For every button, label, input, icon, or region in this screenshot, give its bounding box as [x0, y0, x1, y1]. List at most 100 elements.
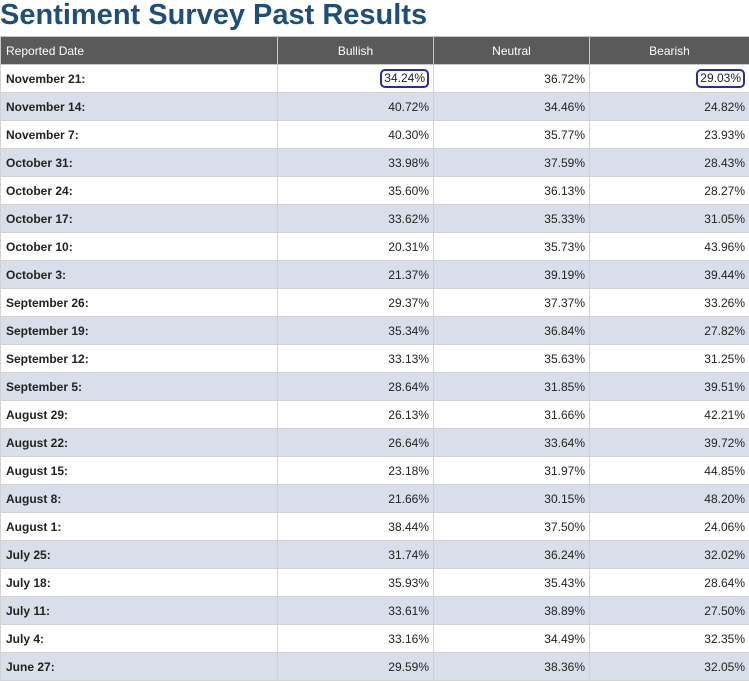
bearish-cell: 39.44%: [590, 261, 749, 289]
table-row: October 17:33.62%35.33%31.05%: [1, 205, 749, 233]
reported-date-cell: July 11:: [1, 597, 278, 625]
bullish-cell: 23.18%: [278, 457, 434, 485]
neutral-cell: 34.46%: [434, 93, 590, 121]
neutral-cell: 31.97%: [434, 457, 590, 485]
page-title: Sentiment Survey Past Results: [0, 0, 427, 35]
bullish-cell: 33.16%: [278, 625, 434, 653]
bearish-cell: 39.51%: [590, 373, 749, 401]
table-row: October 3:21.37%39.19%39.44%: [1, 261, 749, 289]
bearish-cell: 27.50%: [590, 597, 749, 625]
bullish-cell: 40.30%: [278, 121, 434, 149]
table-row: June 27:29.59%38.36%32.05%: [1, 653, 749, 681]
table-row: July 11:33.61%38.89%27.50%: [1, 597, 749, 625]
column-header-reported-date[interactable]: Reported Date: [1, 37, 278, 65]
neutral-cell: 36.72%: [434, 65, 590, 93]
bullish-cell: 21.37%: [278, 261, 434, 289]
bullish-cell: 33.62%: [278, 205, 434, 233]
reported-date-cell: August 8:: [1, 485, 278, 513]
bearish-cell: 29.03%: [590, 65, 749, 93]
neutral-cell: 37.37%: [434, 289, 590, 317]
reported-date-cell: June 27:: [1, 653, 278, 681]
reported-date-cell: July 4:: [1, 625, 278, 653]
bearish-cell: 31.05%: [590, 205, 749, 233]
bullish-cell: 28.64%: [278, 373, 434, 401]
neutral-cell: 39.19%: [434, 261, 590, 289]
table-row: August 15:23.18%31.97%44.85%: [1, 457, 749, 485]
bearish-cell: 24.82%: [590, 93, 749, 121]
bullish-cell: 40.72%: [278, 93, 434, 121]
table-row: August 1:38.44%37.50%24.06%: [1, 513, 749, 541]
table-row: September 26:29.37%37.37%33.26%: [1, 289, 749, 317]
table-row: July 18:35.93%35.43%28.64%: [1, 569, 749, 597]
table-header: Reported Date Bullish Neutral Bearish: [1, 37, 749, 65]
table-row: November 21: 34.24% 36.72%29.03%: [1, 65, 749, 93]
bearish-cell: 44.85%: [590, 457, 749, 485]
bearish-cell: 42.21%: [590, 401, 749, 429]
neutral-cell: 37.59%: [434, 149, 590, 177]
neutral-cell: 36.13%: [434, 177, 590, 205]
neutral-cell: 33.64%: [434, 429, 590, 457]
reported-date-cell: September 5:: [1, 373, 278, 401]
table-row: August 8:21.66%30.15%48.20%: [1, 485, 749, 513]
table-body: November 21: 34.24% 36.72%29.03% November 1…: [1, 65, 749, 681]
bearish-cell: 28.43%: [590, 149, 749, 177]
column-header-bearish[interactable]: Bearish: [590, 37, 749, 65]
bearish-cell: 48.20%: [590, 485, 749, 513]
bullish-cell: 26.13%: [278, 401, 434, 429]
table-row: October 31:33.98%37.59%28.43%: [1, 149, 749, 177]
neutral-cell: 35.43%: [434, 569, 590, 597]
reported-date-cell: September 26:: [1, 289, 278, 317]
bullish-cell: 33.98%: [278, 149, 434, 177]
bullish-cell: 38.44%: [278, 513, 434, 541]
column-header-bullish[interactable]: Bullish: [278, 37, 434, 65]
neutral-cell: 38.89%: [434, 597, 590, 625]
bullish-cell: 29.37%: [278, 289, 434, 317]
bullish-cell: 31.74%: [278, 541, 434, 569]
reported-date-cell: October 17:: [1, 205, 278, 233]
neutral-cell: 30.15%: [434, 485, 590, 513]
reported-date-cell: October 24:: [1, 177, 278, 205]
bullish-cell: 26.64%: [278, 429, 434, 457]
header-row: Reported Date Bullish Neutral Bearish: [1, 37, 749, 65]
bearish-cell: 28.27%: [590, 177, 749, 205]
bullish-cell: 33.61%: [278, 597, 434, 625]
table-row: July 4:33.16%34.49%32.35%: [1, 625, 749, 653]
column-header-neutral[interactable]: Neutral: [434, 37, 590, 65]
reported-date-cell: July 18:: [1, 569, 278, 597]
table-row: November 7:40.30%35.77%23.93%: [1, 121, 749, 149]
sentiment-table: Reported Date Bullish Neutral Bearish No…: [0, 36, 749, 681]
table-row: September 12:33.13%35.63%31.25%: [1, 345, 749, 373]
bearish-cell: 28.64%: [590, 569, 749, 597]
bullish-cell: 29.59%: [278, 653, 434, 681]
neutral-cell: 38.36%: [434, 653, 590, 681]
reported-date-cell: November 14:: [1, 93, 278, 121]
bearish-cell: 43.96%: [590, 233, 749, 261]
neutral-cell: 37.50%: [434, 513, 590, 541]
bullish-cell: 35.34%: [278, 317, 434, 345]
reported-date-cell: November 21:: [1, 65, 278, 93]
highlighted-value: 34.24%: [380, 69, 429, 88]
neutral-cell: 36.84%: [434, 317, 590, 345]
reported-date-cell: September 19:: [1, 317, 278, 345]
neutral-cell: 35.63%: [434, 345, 590, 373]
reported-date-cell: November 7:: [1, 121, 278, 149]
reported-date-cell: July 25:: [1, 541, 278, 569]
reported-date-cell: October 31:: [1, 149, 278, 177]
table-row: September 5:28.64%31.85%39.51%: [1, 373, 749, 401]
bearish-cell: 32.02%: [590, 541, 749, 569]
neutral-cell: 34.49%: [434, 625, 590, 653]
bearish-cell: 31.25%: [590, 345, 749, 373]
bearish-cell: 24.06%: [590, 513, 749, 541]
bullish-cell: 35.93%: [278, 569, 434, 597]
neutral-cell: 35.73%: [434, 233, 590, 261]
reported-date-cell: August 29:: [1, 401, 278, 429]
bullish-cell: 35.60%: [278, 177, 434, 205]
reported-date-cell: October 3:: [1, 261, 278, 289]
neutral-cell: 31.66%: [434, 401, 590, 429]
reported-date-cell: August 15:: [1, 457, 278, 485]
bearish-cell: 33.26%: [590, 289, 749, 317]
neutral-cell: 31.85%: [434, 373, 590, 401]
table-row: August 22:26.64%33.64%39.72%: [1, 429, 749, 457]
bullish-cell: 33.13%: [278, 345, 434, 373]
bearish-cell: 39.72%: [590, 429, 749, 457]
